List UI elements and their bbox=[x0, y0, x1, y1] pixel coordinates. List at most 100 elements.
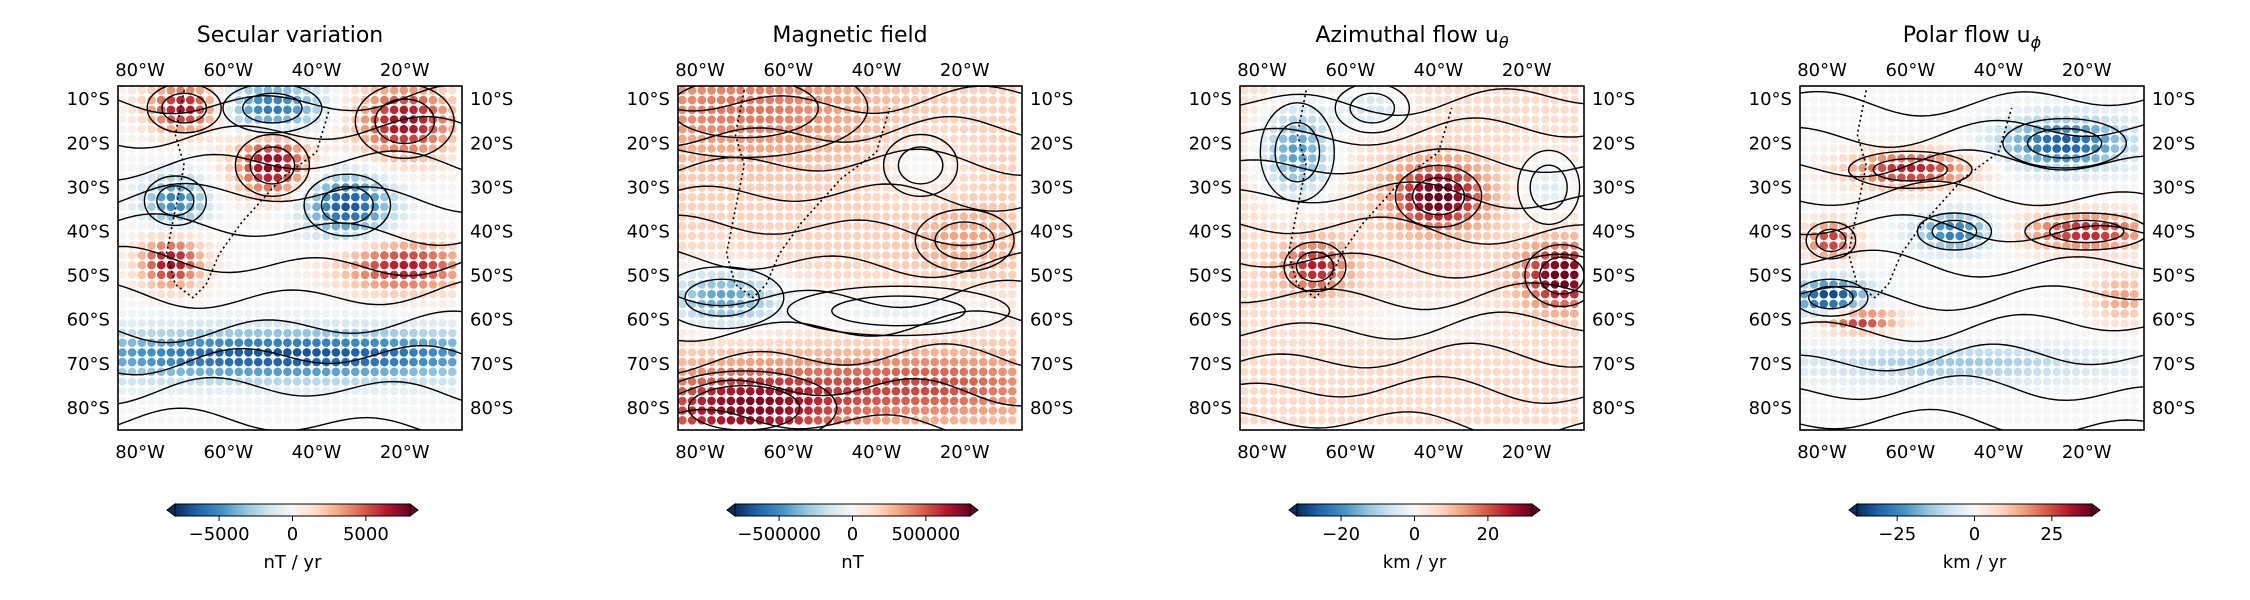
data-dot bbox=[1405, 396, 1414, 406]
panel-2-title: Magnetic field bbox=[772, 23, 927, 48]
data-dot bbox=[1298, 86, 1307, 95]
data-dot bbox=[195, 299, 205, 309]
data-dot bbox=[1974, 386, 1984, 396]
y-tick-label-left: 80°S bbox=[627, 398, 670, 419]
data-dot bbox=[253, 386, 263, 396]
data-dot bbox=[959, 105, 969, 115]
data-dot bbox=[881, 192, 891, 202]
data-dot bbox=[1375, 338, 1385, 348]
data-dot bbox=[1945, 173, 1955, 182]
data-dot bbox=[1492, 192, 1501, 202]
data-dot bbox=[1809, 357, 1819, 367]
data-dot bbox=[147, 124, 156, 134]
data-dot bbox=[351, 251, 360, 260]
data-dot bbox=[234, 280, 244, 289]
data-dot bbox=[1259, 144, 1269, 153]
data-dot bbox=[1906, 416, 1916, 425]
data-dot bbox=[1906, 280, 1916, 289]
data-dot bbox=[273, 328, 283, 338]
data-dot bbox=[1278, 241, 1288, 250]
data-dot bbox=[1008, 260, 1017, 270]
data-dot bbox=[746, 124, 755, 134]
data-dot bbox=[872, 416, 881, 425]
data-dot bbox=[1550, 86, 1560, 95]
data-dot bbox=[1800, 251, 1809, 260]
data-dot bbox=[1424, 192, 1434, 202]
data-dot bbox=[1945, 134, 1955, 144]
data-dot bbox=[1926, 163, 1935, 173]
data-dot bbox=[205, 144, 214, 153]
data-dot bbox=[862, 251, 872, 260]
data-dot bbox=[843, 231, 852, 241]
data-dot bbox=[1974, 367, 1984, 377]
data-dot bbox=[969, 357, 978, 367]
data-dot bbox=[448, 202, 457, 212]
data-dot bbox=[1511, 221, 1521, 231]
data-dot bbox=[1511, 231, 1521, 241]
data-dot bbox=[707, 319, 716, 328]
data-dot bbox=[341, 280, 350, 289]
data-dot bbox=[1317, 299, 1327, 309]
data-dot bbox=[716, 299, 726, 309]
data-dot bbox=[302, 406, 312, 415]
data-dot bbox=[166, 416, 176, 425]
data-dot bbox=[1531, 309, 1540, 318]
y-tick-label-right: 30°S bbox=[1592, 177, 1635, 198]
data-dot bbox=[1570, 270, 1579, 280]
data-dot bbox=[1916, 406, 1926, 415]
data-dot bbox=[872, 86, 881, 95]
data-dot bbox=[292, 280, 302, 289]
data-dot bbox=[1288, 299, 1298, 309]
data-dot bbox=[1800, 95, 1809, 105]
data-dot bbox=[1984, 241, 1994, 250]
data-dot bbox=[321, 241, 331, 250]
data-dot bbox=[127, 280, 137, 289]
data-dot bbox=[166, 134, 176, 144]
data-dot bbox=[331, 319, 341, 328]
data-dot bbox=[833, 173, 842, 182]
data-dot bbox=[1424, 86, 1434, 95]
data-dot bbox=[176, 280, 185, 289]
data-dot bbox=[1560, 212, 1569, 221]
data-dot bbox=[852, 270, 862, 280]
data-dot bbox=[370, 144, 380, 153]
data-dot bbox=[940, 299, 949, 309]
data-dot bbox=[1414, 289, 1424, 299]
data-dot bbox=[1887, 299, 1896, 309]
data-dot bbox=[1308, 416, 1317, 425]
data-dot bbox=[438, 260, 447, 270]
data-dot bbox=[1819, 95, 1829, 105]
data-dot bbox=[949, 319, 959, 328]
data-dot bbox=[969, 367, 978, 377]
data-dot bbox=[2013, 309, 2023, 318]
data-dot bbox=[969, 231, 978, 241]
data-dot bbox=[707, 124, 716, 134]
data-dot bbox=[823, 95, 833, 105]
data-dot bbox=[409, 221, 418, 231]
data-dot bbox=[1473, 348, 1482, 357]
data-dot bbox=[1877, 396, 1887, 406]
data-dot bbox=[1424, 251, 1434, 260]
data-dot bbox=[1298, 280, 1307, 289]
data-dot bbox=[360, 289, 370, 299]
data-dot bbox=[833, 386, 842, 396]
data-dot bbox=[1405, 124, 1414, 134]
data-dot bbox=[823, 144, 833, 153]
data-dot bbox=[2100, 299, 2110, 309]
data-dot bbox=[1935, 357, 1945, 367]
data-dot bbox=[1424, 202, 1434, 212]
data-dot bbox=[137, 280, 147, 289]
data-dot bbox=[2081, 144, 2091, 153]
data-dot bbox=[1249, 357, 1259, 367]
data-dot bbox=[678, 231, 687, 241]
data-dot bbox=[1521, 95, 1531, 105]
y-tick-label-left: 50°S bbox=[1189, 266, 1232, 287]
data-dot bbox=[331, 396, 341, 406]
data-dot bbox=[1502, 386, 1511, 396]
contour-ring bbox=[914, 208, 1015, 272]
data-dot bbox=[2003, 280, 2013, 289]
data-dot bbox=[1453, 270, 1463, 280]
data-dot bbox=[380, 192, 389, 202]
data-dot bbox=[1887, 357, 1896, 367]
